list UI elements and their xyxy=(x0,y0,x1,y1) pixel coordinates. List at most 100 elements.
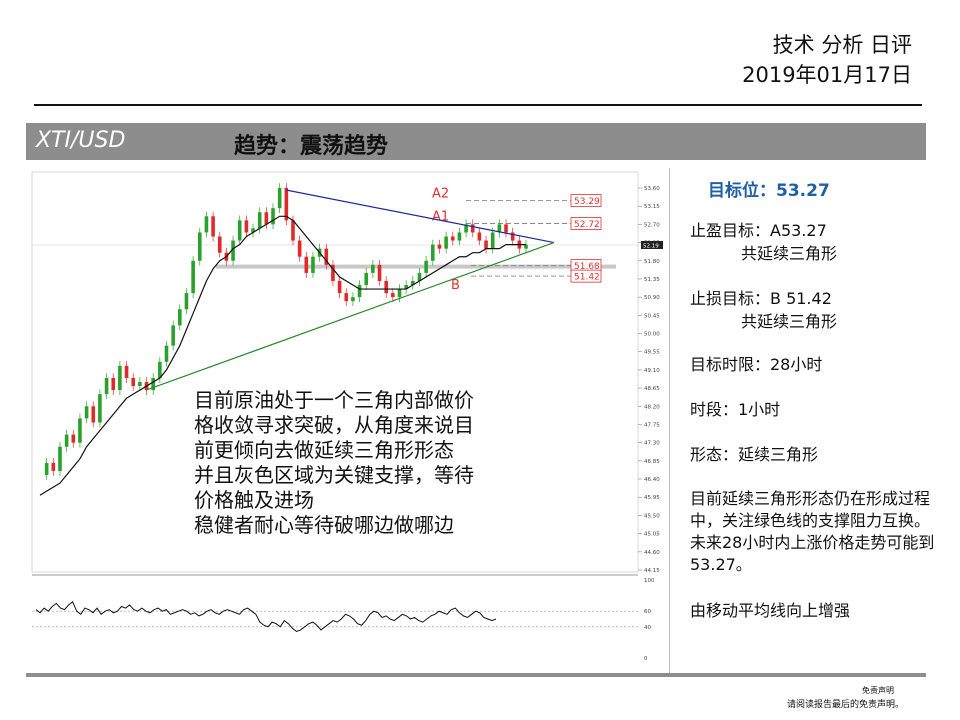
y-tick-label: 48.65 xyxy=(644,386,660,392)
level-tag: 52.72 xyxy=(574,220,600,230)
candle-body xyxy=(397,289,402,298)
level-tag-box xyxy=(570,269,602,283)
support-zone xyxy=(216,264,616,269)
overlay-line: 目前原油处于一个三角内部做价 xyxy=(194,388,474,412)
candle-body xyxy=(484,240,488,249)
price-chart: 53.6053.1552.7052.2551.8051.3550.9050.45… xyxy=(31,171,663,662)
take-profit-note: 共延续三角形 xyxy=(741,244,838,263)
candle-body xyxy=(244,220,249,233)
candle-body xyxy=(331,264,335,281)
y-tick-label: 47.30 xyxy=(644,441,660,447)
candle-body xyxy=(457,232,462,241)
candle-body xyxy=(384,280,388,294)
y-tick-label: 47.75 xyxy=(644,422,660,428)
y-tick-label: 51.35 xyxy=(644,277,660,283)
candle-body xyxy=(404,285,408,290)
candle-body xyxy=(351,297,355,302)
candle-body xyxy=(171,325,175,346)
panel-divider xyxy=(669,168,670,673)
y-tick-label: 53.60 xyxy=(644,186,660,192)
stop-loss: 止损目标：B 51.42 xyxy=(690,289,832,308)
disclaimer-title: 免责声明 xyxy=(862,686,894,695)
summary-paragraph: 目前延续三角形形态仍在形成过程中，关注绿色线的支撑阻力互换。未来28小时内上涨价… xyxy=(690,489,935,574)
y-tick-label: 50.00 xyxy=(644,332,660,338)
candle-body xyxy=(44,462,49,476)
candle-body xyxy=(344,293,349,302)
trend-label: 趋势：震荡趋势 xyxy=(234,134,389,159)
y-tick-label: 50.45 xyxy=(644,313,660,319)
y-tick-label: 44.15 xyxy=(644,568,660,574)
candle-body xyxy=(524,244,528,249)
candle-body xyxy=(364,272,369,286)
ma-line xyxy=(39,215,526,496)
candle-body xyxy=(124,365,129,378)
overlay-line: 并且灰色区域为关键支撑，等待 xyxy=(194,463,474,487)
y-tick-label: 45.50 xyxy=(644,513,660,519)
osc-line xyxy=(35,601,497,633)
candle-body xyxy=(264,212,269,225)
candle-body xyxy=(104,377,109,395)
candle-body xyxy=(477,232,482,241)
overlay-line: 格收敛寻求突破，从角度来说目 xyxy=(194,413,474,437)
candle-body xyxy=(464,224,468,233)
y-tick-label: 48.20 xyxy=(644,404,660,410)
y-tick-label: 53.15 xyxy=(644,204,660,210)
candle-body xyxy=(324,248,329,265)
candles xyxy=(44,183,528,480)
candle-body xyxy=(237,220,242,241)
level-tag: 51.68 xyxy=(574,262,600,272)
moving-average xyxy=(39,215,526,496)
candle-body xyxy=(71,434,76,443)
pattern: 形态：延续三角形 xyxy=(690,445,819,464)
candle-body xyxy=(184,293,189,310)
candle-body xyxy=(111,377,116,391)
level-tag-box xyxy=(570,194,602,207)
chart-grid xyxy=(31,171,639,573)
candle-body xyxy=(304,256,309,273)
current-price-box xyxy=(641,240,663,249)
candle-body xyxy=(98,394,102,423)
y-tick-label: 49.55 xyxy=(644,350,660,356)
symbol-label: XTI/USD xyxy=(36,128,126,153)
osc-tick-label: 60 xyxy=(644,609,651,615)
candle-body xyxy=(470,224,475,233)
candle-body xyxy=(178,309,182,326)
candle-body xyxy=(51,462,56,471)
level-label: A1 xyxy=(432,210,449,225)
y-tick-label: 45.95 xyxy=(644,495,660,501)
candle-body xyxy=(417,272,422,281)
trendlines xyxy=(145,189,555,391)
y-tick-label: 50.90 xyxy=(644,295,660,301)
candle-body xyxy=(371,264,375,273)
candle-body xyxy=(437,244,442,249)
report-date: 2019年01月17日 xyxy=(742,63,912,87)
candle-body xyxy=(251,228,255,233)
candle-body xyxy=(84,406,89,419)
candle-body xyxy=(164,345,169,362)
y-tick-label: 49.10 xyxy=(644,368,660,374)
candle-body xyxy=(131,377,136,387)
take-profit: 止盈目标：A53.27 xyxy=(690,221,827,240)
y-tick-label: 51.80 xyxy=(644,259,660,265)
level-tag: 51.42 xyxy=(574,273,600,283)
candle-body xyxy=(377,264,382,281)
osc-tick-label: 0 xyxy=(644,656,648,662)
candle-body xyxy=(430,244,435,261)
support-line xyxy=(145,242,555,391)
candle-body xyxy=(291,220,295,241)
candle-body xyxy=(197,232,202,261)
candle-body xyxy=(91,406,96,423)
candle-body xyxy=(357,285,362,298)
candle-body xyxy=(497,224,502,233)
candle-body xyxy=(450,236,455,241)
level-label: A2 xyxy=(432,187,449,202)
target-heading: 目标位：53.27 xyxy=(708,181,830,201)
ma-note: 由移动平均线向上增强 xyxy=(690,601,851,620)
candle-body xyxy=(424,260,428,273)
candle-body xyxy=(444,236,448,249)
candle-body xyxy=(411,280,415,286)
candle-body xyxy=(391,293,395,298)
plot-frame xyxy=(31,171,639,573)
bottom-rule xyxy=(26,673,926,677)
